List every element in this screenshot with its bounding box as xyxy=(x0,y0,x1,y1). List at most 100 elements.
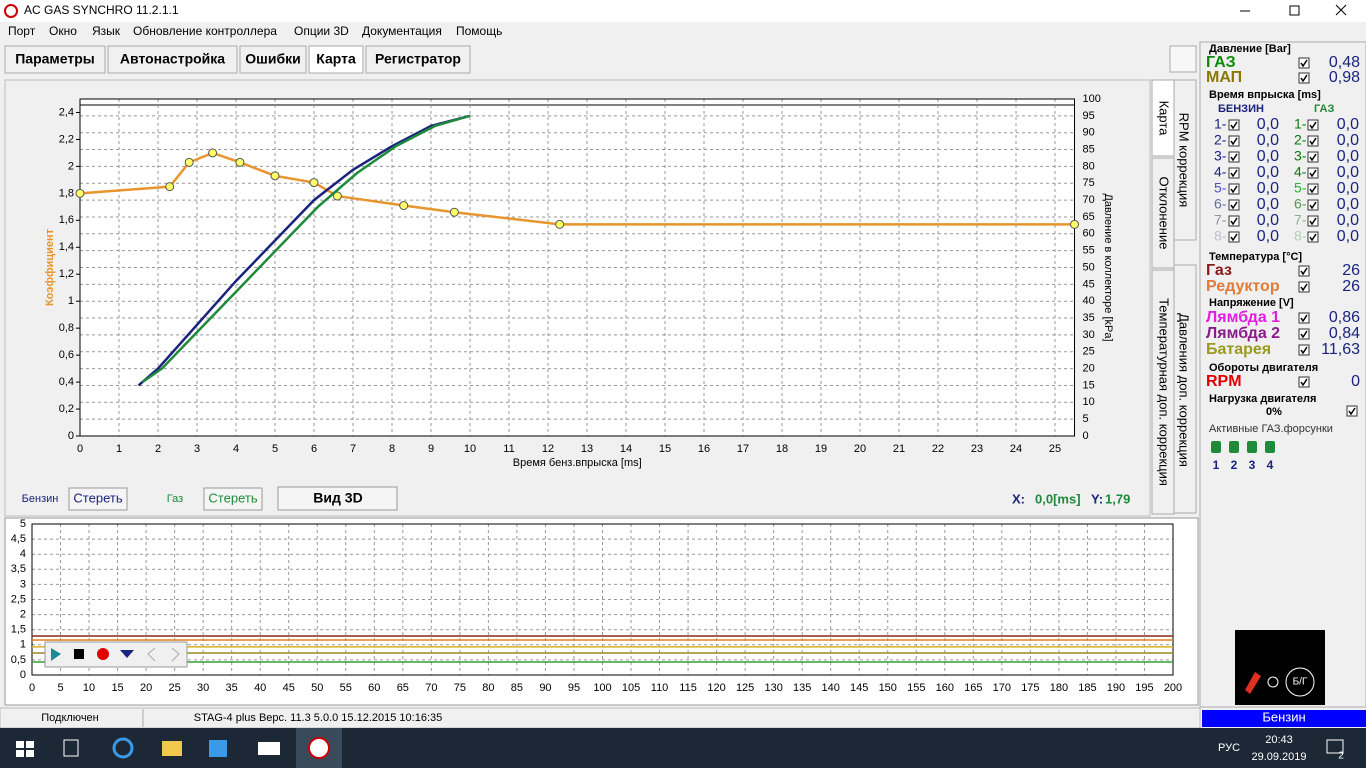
tab-label[interactable]: Регистратор xyxy=(375,51,461,67)
group-title: Время впрыска [ms] xyxy=(1209,89,1321,101)
side-tab-label[interactable]: Давления доп. коррекция xyxy=(1177,313,1192,467)
checkbox[interactable] xyxy=(1307,119,1319,131)
notification-icon[interactable] xyxy=(1326,739,1344,754)
explorer-icon[interactable] xyxy=(162,741,182,756)
side-tab-label[interactable]: RPM коррекция xyxy=(1177,113,1192,208)
checkbox[interactable] xyxy=(1298,265,1310,277)
x-tick-label: 170 xyxy=(993,682,1011,694)
checkbox[interactable] xyxy=(1307,167,1319,179)
row-value: 0,0 xyxy=(1257,116,1279,133)
checkbox[interactable] xyxy=(1307,231,1319,243)
x-tick-label: 145 xyxy=(850,682,868,694)
tab[interactable] xyxy=(365,45,471,74)
next-button[interactable] xyxy=(171,647,180,662)
row-number: 8- xyxy=(1214,228,1227,244)
checkbox[interactable] xyxy=(1307,151,1319,163)
checkbox[interactable] xyxy=(1228,215,1240,227)
language[interactable]: РУС xyxy=(1218,742,1240,754)
checkbox[interactable] xyxy=(1346,405,1358,417)
tab[interactable] xyxy=(4,45,106,74)
checkbox[interactable] xyxy=(1228,199,1240,211)
checkbox[interactable] xyxy=(1228,167,1240,179)
row-value: 0,0 xyxy=(1337,196,1359,213)
checkbox[interactable] xyxy=(1228,183,1240,195)
checkbox[interactable] xyxy=(1298,57,1310,69)
menu-item[interactable]: Язык xyxy=(92,24,121,38)
record-button[interactable] xyxy=(97,648,109,660)
tab[interactable] xyxy=(107,45,238,74)
button-label[interactable]: Стереть xyxy=(208,490,257,505)
checkbox[interactable] xyxy=(1298,328,1310,340)
tab-label[interactable]: Ошибки xyxy=(245,51,300,67)
checkbox[interactable] xyxy=(1228,231,1240,243)
menu-item[interactable]: Опции 3D xyxy=(294,24,349,38)
store-icon[interactable] xyxy=(209,740,227,757)
side-tab-label[interactable]: Отклонение xyxy=(1157,177,1172,250)
app-taskbar-icon[interactable] xyxy=(308,737,330,759)
checkbox[interactable] xyxy=(1228,119,1240,131)
edge-icon[interactable] xyxy=(112,737,134,759)
checkmark xyxy=(1230,137,1238,146)
checkbox[interactable] xyxy=(1298,72,1310,84)
mail-icon[interactable] xyxy=(258,742,280,755)
row-number: 5- xyxy=(1294,180,1307,196)
checkbox[interactable] xyxy=(1228,135,1240,147)
play-button[interactable] xyxy=(51,648,61,661)
menu-item[interactable]: Порт xyxy=(8,24,36,38)
y-tick-label: 5 xyxy=(20,518,26,530)
checkbox[interactable] xyxy=(1228,151,1240,163)
checkmark xyxy=(1300,59,1308,68)
stop-button[interactable] xyxy=(74,649,84,659)
log-panel xyxy=(4,517,1199,706)
button[interactable] xyxy=(68,487,128,511)
start-button[interactable] xyxy=(16,741,34,757)
checkmark xyxy=(1309,137,1317,146)
gauge-switch[interactable] xyxy=(1285,667,1315,697)
checkbox[interactable] xyxy=(1298,376,1310,388)
notification-count[interactable]: 2 xyxy=(1338,751,1344,762)
side-tab-label[interactable]: Карта xyxy=(1157,101,1172,137)
injector-icon xyxy=(1247,441,1257,453)
column-header: ГАЗ xyxy=(1314,103,1334,115)
tab-label[interactable]: Автонастройка xyxy=(120,51,225,67)
x-tick-label: 75 xyxy=(454,682,466,694)
menu-item[interactable]: Окно xyxy=(49,24,77,38)
checkmark xyxy=(1309,153,1317,162)
tab[interactable] xyxy=(239,45,307,74)
checkbox[interactable] xyxy=(1298,344,1310,356)
checkbox[interactable] xyxy=(1307,183,1319,195)
tab-label[interactable]: Параметры xyxy=(15,51,95,67)
menu-item[interactable]: Обновление контроллера xyxy=(133,24,277,38)
tab-label[interactable]: Карта xyxy=(316,51,356,67)
menu-item[interactable]: Помощь xyxy=(456,24,502,38)
tab[interactable] xyxy=(308,45,364,74)
clock-time[interactable]: 20:43 xyxy=(1265,734,1293,746)
side-tab[interactable] xyxy=(1151,157,1175,269)
point-marker xyxy=(184,157,194,167)
checkbox[interactable] xyxy=(1307,199,1319,211)
checkmark xyxy=(1230,233,1238,242)
button-label[interactable]: Стереть xyxy=(73,490,122,505)
menu-item[interactable]: Документация xyxy=(362,24,442,38)
side-tab[interactable] xyxy=(1151,269,1175,515)
clock-date[interactable]: 29.09.2019 xyxy=(1251,751,1306,763)
button[interactable] xyxy=(277,486,398,511)
button-label[interactable]: Вид 3D xyxy=(313,490,362,506)
maximize-button[interactable] xyxy=(1289,5,1300,16)
checkbox[interactable] xyxy=(1307,215,1319,227)
gauge-dot xyxy=(1267,676,1279,688)
checkbox[interactable] xyxy=(1307,135,1319,147)
side-tab-label[interactable]: Температурная доп. коррекция xyxy=(1157,298,1172,486)
button[interactable] xyxy=(203,487,263,511)
task-view[interactable] xyxy=(63,739,79,757)
tool-button[interactable] xyxy=(1169,45,1197,73)
x-tick-label: 190 xyxy=(1107,682,1125,694)
prev-button[interactable] xyxy=(147,647,156,662)
y2-tick-label: 5 xyxy=(1083,413,1089,425)
checkbox[interactable] xyxy=(1298,312,1310,324)
close-button[interactable] xyxy=(1335,4,1347,16)
checkmark xyxy=(1230,153,1238,162)
down-button[interactable] xyxy=(120,650,134,658)
injector-number: 1 xyxy=(1213,458,1220,472)
checkbox[interactable] xyxy=(1298,281,1310,293)
